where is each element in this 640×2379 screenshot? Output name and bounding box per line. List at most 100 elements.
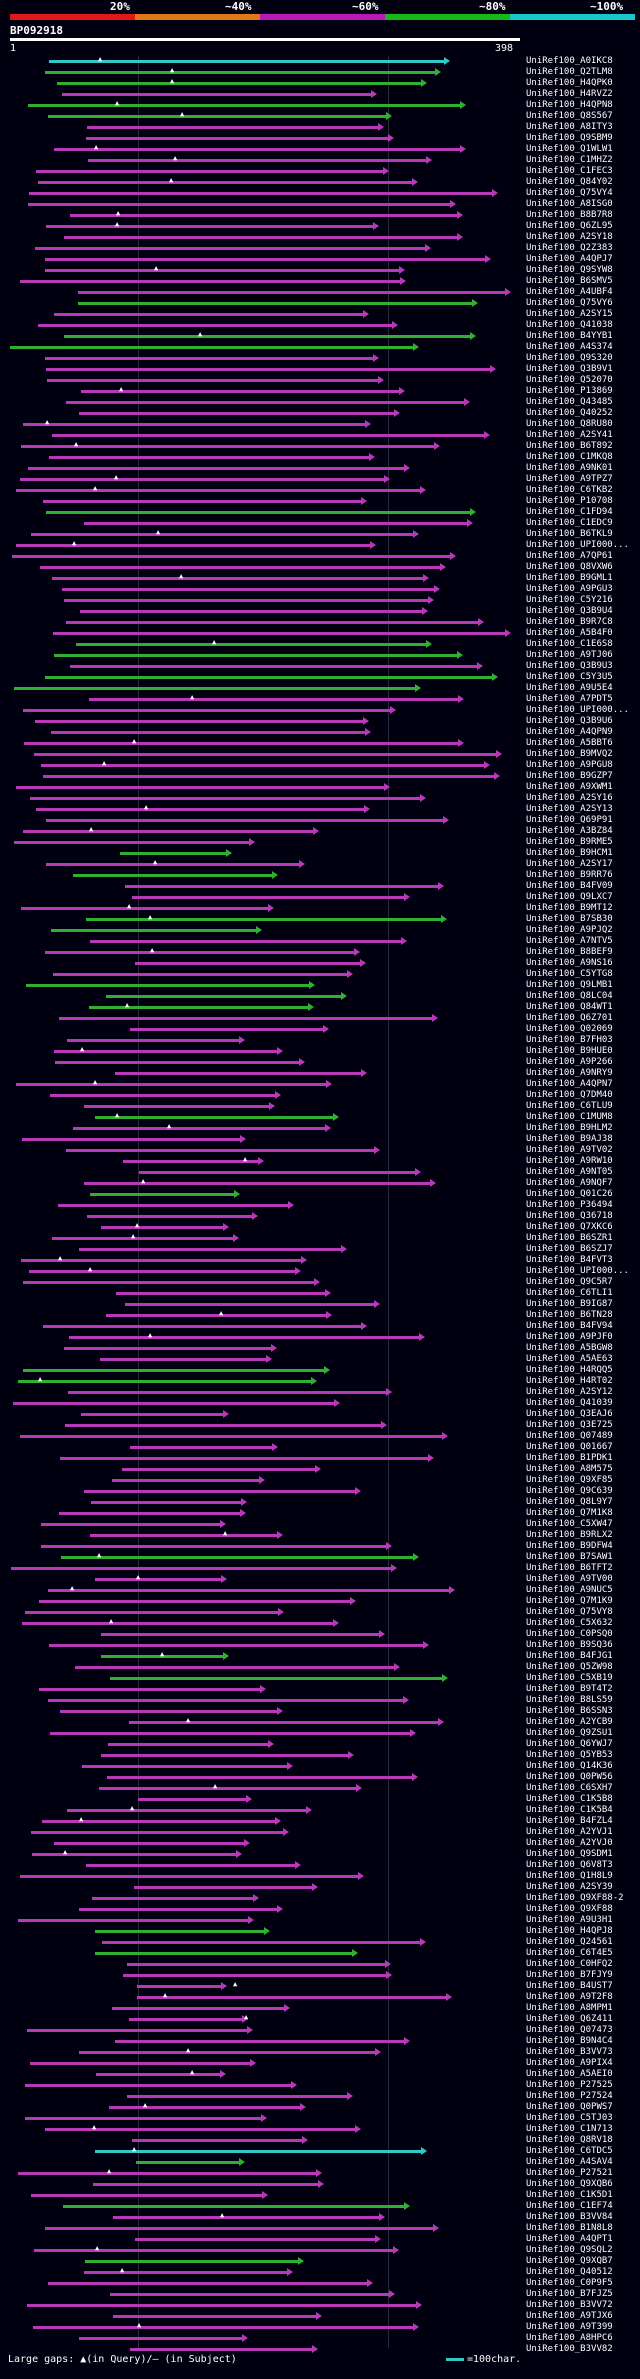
hit-label[interactable]: UniRef100_A2SY18 — [526, 232, 613, 242]
hit-label[interactable]: UniRef100_A3BZ84 — [526, 826, 613, 836]
hit-label[interactable]: UniRef100_Q3E725 — [526, 1420, 613, 1430]
hit-row[interactable]: UniRef100_A9PJQ2 — [0, 925, 640, 936]
hit-label[interactable]: UniRef100_Q6ZL95 — [526, 221, 613, 231]
hit-row[interactable]: UniRef100_B9T4T2 — [0, 1684, 640, 1695]
hit-row[interactable]: ▲ UniRef100_A7PDT5 — [0, 693, 640, 705]
hit-label[interactable]: UniRef100_Q14K36 — [526, 1761, 613, 1771]
hit-label[interactable]: UniRef100_P10708 — [526, 496, 613, 506]
hit-label[interactable]: UniRef100_Q5YB53 — [526, 1750, 613, 1760]
hit-row[interactable]: UniRef100_Q1H8L9 — [0, 1871, 640, 1882]
hit-row[interactable]: ▲ UniRef100_A5BBT6 — [0, 737, 640, 749]
hit-label[interactable]: UniRef100_P13869 — [526, 386, 613, 396]
hit-label[interactable]: UniRef100_Q9SBM9 — [526, 133, 613, 143]
hit-label[interactable]: UniRef100_A9NK01 — [526, 463, 613, 473]
hit-label[interactable]: UniRef100_Q9ZSU1 — [526, 1728, 613, 1738]
hit-row[interactable]: ▲ UniRef100_Q40512 — [0, 2266, 640, 2278]
hit-row[interactable]: ▲ UniRef100_A2SY17 — [0, 858, 640, 870]
hit-label[interactable]: UniRef100_Q9SYW8 — [526, 265, 613, 275]
hit-label[interactable]: UniRef100_A4QPJ7 — [526, 254, 613, 264]
hit-label[interactable]: UniRef100_A9XWM1 — [526, 782, 613, 792]
hit-label[interactable]: UniRef100_B9HCM1 — [526, 848, 613, 858]
hit-row[interactable]: ▲ UniRef100_B9MT12 — [0, 902, 640, 914]
hit-label[interactable]: UniRef100_Q02069 — [526, 1024, 613, 1034]
hit-label[interactable]: UniRef100_A9P266 — [526, 1057, 613, 1067]
hit-row[interactable]: UniRef100_Q5ZW98 — [0, 1662, 640, 1673]
hit-row[interactable]: UniRef100_B7FJY9 — [0, 1970, 640, 1981]
hit-row[interactable]: UniRef100_B9RR76 — [0, 870, 640, 881]
hit-row[interactable]: ▲ UniRef100_Q9SDM1 — [0, 1848, 640, 1860]
hit-row[interactable]: UniRef100_Q9LMB1 — [0, 980, 640, 991]
hit-row[interactable]: UniRef100_A7NTV5 — [0, 936, 640, 947]
hit-row[interactable]: UniRef100_C1FEC3 — [0, 166, 640, 177]
hit-row[interactable]: ▲ UniRef100_H4QPK0 — [0, 77, 640, 89]
hit-row[interactable]: UniRef100_A2SY41 — [0, 430, 640, 441]
hit-label[interactable]: UniRef100_UPI000... — [526, 540, 629, 550]
hit-label[interactable]: UniRef100_Q9XF88-2 — [526, 1893, 624, 1903]
hit-row[interactable]: UniRef100_Q2Z383 — [0, 243, 640, 254]
hit-label[interactable]: UniRef100_Q0PW56 — [526, 1772, 613, 1782]
hit-label[interactable]: UniRef100_B3VV73 — [526, 2047, 613, 2057]
hit-label[interactable]: UniRef100_A5AEI0 — [526, 2069, 613, 2079]
hit-row[interactable]: UniRef100_P36494 — [0, 1200, 640, 1211]
hit-label[interactable]: UniRef100_Q8VXW6 — [526, 562, 613, 572]
hit-row[interactable]: UniRef100_A4QPN9 — [0, 727, 640, 738]
hit-label[interactable]: UniRef100_B9HUE0 — [526, 1046, 613, 1056]
hit-row[interactable]: ▲ UniRef100_H4RT02 — [0, 1375, 640, 1387]
hit-label[interactable]: UniRef100_C1FD94 — [526, 507, 613, 517]
hit-row[interactable]: UniRef100_A4QPJ7 — [0, 254, 640, 265]
hit-label[interactable]: UniRef100_Q01C26 — [526, 1189, 613, 1199]
hit-row[interactable]: UniRef100_Q3B9U3 — [0, 661, 640, 672]
hit-row[interactable]: ▲ UniRef100_C1E6S8 — [0, 638, 640, 650]
hit-row[interactable]: UniRef100_B7FJZ5 — [0, 2289, 640, 2300]
hit-row[interactable]: UniRef100_Q9S320 — [0, 353, 640, 364]
hit-row[interactable]: ▲ UniRef100_A2SY13 — [0, 803, 640, 815]
hit-row[interactable]: UniRef100_A9P266 — [0, 1057, 640, 1068]
hit-label[interactable]: UniRef100_A9TV02 — [526, 1145, 613, 1155]
hit-row[interactable]: ▲ UniRef100_B6TKL9 — [0, 528, 640, 540]
hit-label[interactable]: UniRef100_UPI000... — [526, 1266, 629, 1276]
hit-row[interactable]: UniRef100_Q6V8T3 — [0, 1860, 640, 1871]
hit-row[interactable]: ▲ UniRef100_Q1WLW1 — [0, 143, 640, 155]
hit-row[interactable]: UniRef100_B9GZP7 — [0, 771, 640, 782]
hit-label[interactable]: UniRef100_A9PGU8 — [526, 760, 613, 770]
hit-row[interactable]: ▲ UniRef100_C1N713 — [0, 2123, 640, 2135]
hit-row[interactable]: UniRef100_Q41039 — [0, 1398, 640, 1409]
hit-row[interactable]: ▲ UniRef100_C6TDC5 — [0, 2145, 640, 2157]
hit-row[interactable]: UniRef100_Q01667 — [0, 1442, 640, 1453]
hit-row[interactable]: UniRef100_Q75VY8 — [0, 1607, 640, 1618]
hit-label[interactable]: UniRef100_A4SAV4 — [526, 2157, 613, 2167]
hit-label[interactable]: UniRef100_B9RR76 — [526, 870, 613, 880]
hit-row[interactable]: ▲ UniRef100_A4QPN7 — [0, 1078, 640, 1090]
hit-row[interactable]: UniRef100_Q07489 — [0, 1431, 640, 1442]
hit-label[interactable]: UniRef100_A9TPZ7 — [526, 474, 613, 484]
hit-row[interactable]: ▲ UniRef100_C1MUM8 — [0, 1111, 640, 1123]
hit-row[interactable]: ▲ UniRef100_B4UST7 — [0, 1980, 640, 1992]
hit-label[interactable]: UniRef100_A9NRY9 — [526, 1068, 613, 1078]
hit-label[interactable]: UniRef100_B7FJY9 — [526, 1970, 613, 1980]
hit-label[interactable]: UniRef100_Q9C639 — [526, 1486, 613, 1496]
hit-row[interactable]: UniRef100_Q9XQB6 — [0, 2179, 640, 2190]
hit-label[interactable]: UniRef100_A7NTV5 — [526, 936, 613, 946]
hit-label[interactable]: UniRef100_A9U5E4 — [526, 683, 613, 693]
hit-row[interactable]: UniRef100_C1MKQ8 — [0, 452, 640, 463]
hit-label[interactable]: UniRef100_Q9S320 — [526, 353, 613, 363]
hit-label[interactable]: UniRef100_A9T399 — [526, 2322, 613, 2332]
hit-label[interactable]: UniRef100_Q1WLW1 — [526, 144, 613, 154]
hit-label[interactable]: UniRef100_A9T2F8 — [526, 1992, 613, 2002]
hit-label[interactable]: UniRef100_Q07473 — [526, 2025, 613, 2035]
hit-label[interactable]: UniRef100_A2SY12 — [526, 1387, 613, 1397]
hit-label[interactable]: UniRef100_Q84Y02 — [526, 177, 613, 187]
hit-row[interactable]: ▲ UniRef100_Q9SQL2 — [0, 2244, 640, 2256]
hit-label[interactable]: UniRef100_A9RW10 — [526, 1156, 613, 1166]
hit-row[interactable]: UniRef100_A8ITY3 — [0, 122, 640, 133]
hit-label[interactable]: UniRef100_Q75VY4 — [526, 188, 613, 198]
hit-row[interactable]: UniRef100_B6SZJ7 — [0, 1244, 640, 1255]
hit-label[interactable]: UniRef100_A5BGW8 — [526, 1343, 613, 1353]
hit-row[interactable]: UniRef100_B3VV82 — [0, 2344, 640, 2355]
hit-label[interactable]: UniRef100_B7SB30 — [526, 914, 613, 924]
hit-label[interactable]: UniRef100_A8ISG0 — [526, 199, 613, 209]
hit-label[interactable]: UniRef100_B4FZL4 — [526, 1816, 613, 1826]
hit-label[interactable]: UniRef100_C5Y216 — [526, 595, 613, 605]
hit-label[interactable]: UniRef100_A5B4F0 — [526, 628, 613, 638]
hit-row[interactable]: ▲ UniRef100_A9PGU8 — [0, 759, 640, 771]
